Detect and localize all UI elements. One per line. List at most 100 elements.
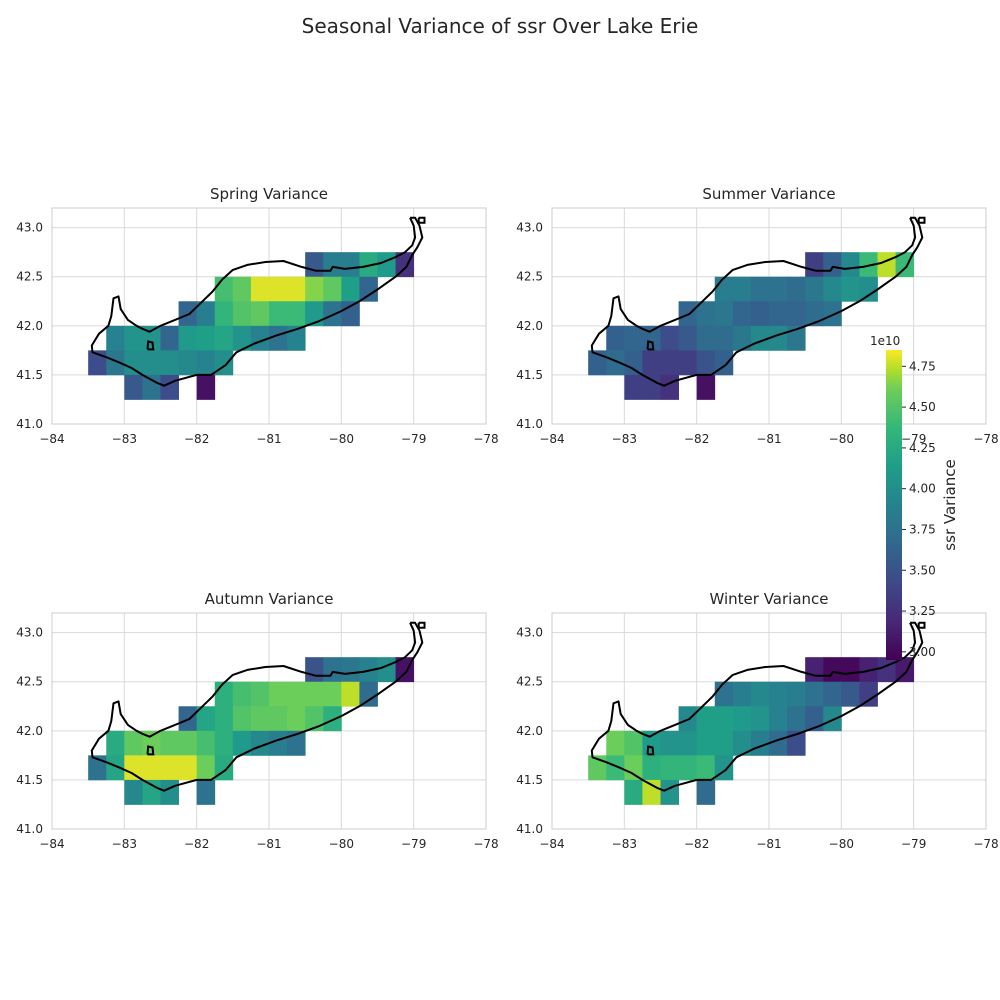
heatmap-cell: [642, 755, 661, 781]
island-outline: [417, 621, 426, 629]
y-tick-label: 41.0: [516, 822, 543, 836]
heatmap-cell: [305, 252, 324, 278]
panel-autumn-variance: Autumn Variance −84 −83 −82 −81 −80 −79 −78 41.0…: [16, 590, 498, 851]
heatmap-cell: [769, 681, 788, 707]
x-tick-label: −79: [401, 837, 426, 851]
heatmap-cell: [269, 276, 288, 302]
heatmap-cell: [805, 681, 824, 707]
heatmap-cell: [124, 730, 143, 756]
colorbar-tick-label: 4.50: [909, 400, 936, 414]
heatmap-cell: [178, 755, 198, 781]
heatmap-cell: [823, 681, 842, 707]
heatmap-cell: [877, 252, 896, 278]
heatmap-cell: [178, 350, 198, 376]
y-tick-label: 41.0: [516, 417, 543, 431]
heatmap-cell: [823, 657, 842, 683]
heatmap-cell: [660, 325, 679, 351]
heatmap-cell: [323, 252, 342, 278]
heatmap-cell: [250, 681, 270, 707]
heatmap-cell: [232, 301, 252, 327]
heatmap-cell: [305, 657, 324, 683]
heatmap-cell: [606, 350, 625, 376]
heatmap-cell: [823, 706, 842, 732]
y-tick-label: 41.5: [16, 773, 43, 787]
heatmap-cell: [696, 325, 716, 351]
x-tick-label: −81: [256, 837, 281, 851]
heatmap-cell: [642, 350, 661, 376]
heatmap-cell: [106, 730, 125, 756]
heatmap-cell: [714, 706, 734, 732]
heatmap-cell: [624, 779, 643, 805]
heatmap-cell: [732, 276, 752, 302]
heatmap-cell: [895, 252, 915, 278]
heatmap-cell: [696, 350, 716, 376]
heatmap-cell: [823, 276, 842, 302]
y-tick-label: 42.0: [516, 319, 543, 333]
heatmap-cell: [160, 374, 179, 400]
heatmap-cell: [214, 681, 234, 707]
island-outline: [646, 745, 655, 756]
heatmap-cell: [642, 374, 661, 400]
y-tick-label: 41.5: [516, 773, 543, 787]
heatmap-cell: [250, 730, 270, 756]
heatmap-cell: [859, 681, 878, 707]
heatmap-cell: [359, 276, 378, 302]
heatmap-cell: [787, 681, 806, 707]
heatmap-cell: [660, 779, 679, 805]
y-tick-label: 42.0: [16, 319, 43, 333]
x-tick-label: −82: [184, 837, 209, 851]
x-tick-label: −84: [539, 432, 564, 446]
heatmap-cell: [750, 325, 770, 351]
heatmap-cell: [323, 681, 342, 707]
y-tick-label: 42.0: [16, 724, 43, 738]
axes-frame: [551, 612, 987, 830]
heatmap-cell: [359, 681, 378, 707]
heatmap-cell: [678, 755, 698, 781]
heatmap-cell: [750, 681, 770, 707]
x-tick-label: −84: [539, 837, 564, 851]
heatmap-cell: [696, 706, 716, 732]
heatmap-cell: [196, 350, 216, 376]
x-tick-label: −84: [39, 837, 64, 851]
panel-title: Summer Variance: [702, 185, 835, 203]
heatmap-cell: [250, 276, 270, 302]
heatmap-cell: [124, 755, 143, 781]
heatmap-cell: [769, 301, 788, 327]
heatmap-cell: [287, 730, 306, 756]
heatmap-cell: [624, 325, 643, 351]
x-tick-label: −81: [256, 432, 281, 446]
heatmap-cell: [160, 755, 179, 781]
heatmap-cell: [232, 706, 252, 732]
heatmap-cell: [859, 276, 878, 302]
heatmap-cell: [106, 325, 125, 351]
heatmap-cell: [377, 252, 396, 278]
heatmap-cell: [196, 779, 216, 805]
heatmap-cell: [124, 779, 143, 805]
heatmap-cell: [769, 276, 788, 302]
heatmap-cell: [877, 657, 896, 683]
lake-outline: [90, 621, 424, 792]
x-tick-label: −79: [901, 432, 926, 446]
heatmap-cell: [769, 730, 788, 756]
y-tick-label: 41.0: [16, 417, 43, 431]
heatmap-cell: [805, 276, 824, 302]
heatmap-cell: [678, 325, 698, 351]
heatmap-cell: [142, 350, 161, 376]
heatmap-cell: [341, 276, 360, 302]
y-tick-label: 43.0: [516, 626, 543, 640]
heatmap-cell: [232, 325, 252, 351]
heatmap-cell: [678, 730, 698, 756]
heatmap-cell: [805, 301, 824, 327]
heatmap-cell: [359, 252, 378, 278]
heatmap-cell: [196, 730, 216, 756]
heatmap-cell: [214, 325, 234, 351]
heatmap-cell: [232, 276, 252, 302]
panel-title: Spring Variance: [210, 185, 328, 203]
colorbar-offset-text: 1e10: [870, 334, 900, 348]
heatmap-cell: [787, 276, 806, 302]
heatmap-cell: [305, 276, 324, 302]
heatmap-cell: [696, 374, 716, 400]
heatmap-cell: [714, 681, 734, 707]
heatmap-cell: [696, 755, 716, 781]
